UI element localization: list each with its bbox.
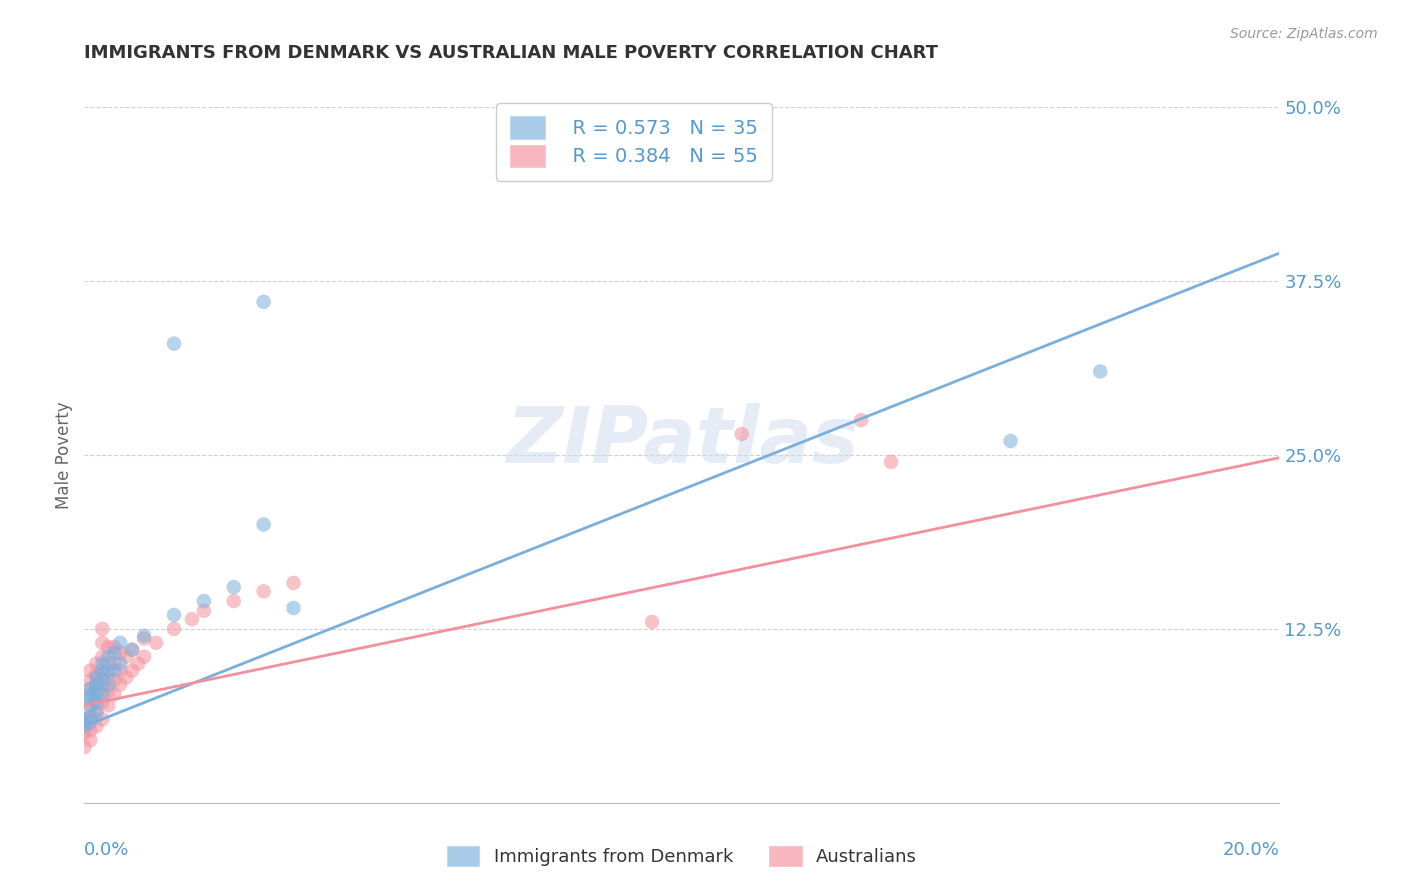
Point xyxy=(73,712,96,726)
Point xyxy=(97,664,120,678)
Point xyxy=(86,671,108,685)
Point xyxy=(73,726,96,740)
Point xyxy=(79,733,101,747)
Point xyxy=(283,601,305,615)
Y-axis label: Male Poverty: Male Poverty xyxy=(55,401,73,508)
Point xyxy=(97,684,120,698)
Point xyxy=(86,706,108,720)
Point xyxy=(79,681,101,696)
Point xyxy=(253,294,276,309)
Text: 0.0%: 0.0% xyxy=(84,841,129,859)
Point xyxy=(91,712,114,726)
Point xyxy=(86,684,108,698)
Point xyxy=(79,681,101,696)
Text: 20.0%: 20.0% xyxy=(1223,841,1279,859)
Point xyxy=(91,696,114,710)
Point xyxy=(97,671,120,685)
Point xyxy=(132,629,156,643)
Legend: Immigrants from Denmark, Australians: Immigrants from Denmark, Australians xyxy=(436,835,928,877)
Point xyxy=(97,657,120,671)
Point xyxy=(132,649,156,664)
Text: IMMIGRANTS FROM DENMARK VS AUSTRALIAN MALE POVERTY CORRELATION CHART: IMMIGRANTS FROM DENMARK VS AUSTRALIAN MA… xyxy=(84,45,938,62)
Point xyxy=(97,698,120,713)
Point xyxy=(73,712,96,726)
Point xyxy=(110,664,132,678)
Point xyxy=(91,664,114,678)
Point xyxy=(91,636,114,650)
Point xyxy=(103,664,125,678)
Point xyxy=(73,719,96,733)
Point xyxy=(91,687,114,701)
Point xyxy=(193,594,215,608)
Point xyxy=(73,719,96,733)
Point xyxy=(91,622,114,636)
Point xyxy=(79,691,101,706)
Point xyxy=(641,615,664,629)
Point xyxy=(86,667,108,681)
Point xyxy=(115,649,138,664)
Point xyxy=(86,691,108,706)
Point xyxy=(121,642,143,657)
Point xyxy=(79,698,101,713)
Point xyxy=(163,622,186,636)
Point xyxy=(253,584,276,599)
Point xyxy=(86,677,108,691)
Point xyxy=(163,607,186,622)
Point xyxy=(222,594,245,608)
Point xyxy=(849,413,872,427)
Point xyxy=(79,715,101,730)
Text: Source: ZipAtlas.com: Source: ZipAtlas.com xyxy=(1230,27,1378,41)
Point xyxy=(86,677,108,691)
Point xyxy=(1090,364,1112,378)
Point xyxy=(145,636,167,650)
Point xyxy=(110,646,132,660)
Point xyxy=(121,642,143,657)
Point xyxy=(79,712,101,726)
Text: ZIPatlas: ZIPatlas xyxy=(506,403,858,479)
Point xyxy=(283,576,305,591)
Point xyxy=(193,604,215,618)
Point xyxy=(880,455,903,469)
Point xyxy=(79,709,101,723)
Point xyxy=(103,673,125,688)
Point xyxy=(86,719,108,733)
Point xyxy=(115,671,138,685)
Point xyxy=(222,580,245,594)
Point xyxy=(103,640,125,654)
Point xyxy=(79,701,101,715)
Point xyxy=(110,636,132,650)
Point xyxy=(103,646,125,660)
Point xyxy=(163,336,186,351)
Point xyxy=(1000,434,1022,448)
Point xyxy=(127,657,149,671)
Point xyxy=(253,517,276,532)
Point xyxy=(86,657,108,671)
Point xyxy=(79,664,101,678)
Point xyxy=(79,691,101,706)
Point xyxy=(91,681,114,696)
Point xyxy=(103,657,125,671)
Point xyxy=(86,706,108,720)
Point xyxy=(180,612,204,626)
Point xyxy=(73,740,96,755)
Point xyxy=(91,667,114,681)
Point xyxy=(731,427,754,442)
Point xyxy=(79,673,101,688)
Point xyxy=(91,673,114,688)
Point xyxy=(121,664,143,678)
Point xyxy=(97,649,120,664)
Point xyxy=(110,657,132,671)
Point xyxy=(97,640,120,654)
Point xyxy=(91,649,114,664)
Point xyxy=(79,723,101,738)
Point xyxy=(86,696,108,710)
Point xyxy=(110,677,132,691)
Point xyxy=(91,657,114,671)
Point xyxy=(103,687,125,701)
Point xyxy=(79,687,101,701)
Point xyxy=(97,677,120,691)
Point xyxy=(132,632,156,646)
